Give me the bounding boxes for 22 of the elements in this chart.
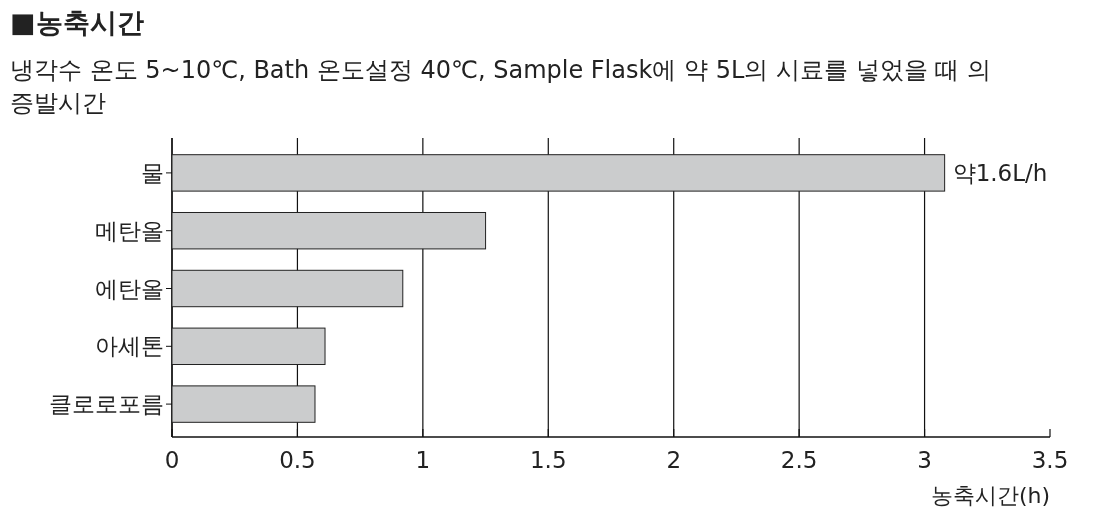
bar — [171, 385, 316, 423]
y-tick-label: 에탄올 — [95, 275, 164, 302]
y-tick-label: 메탄올 — [95, 217, 164, 244]
x-axis-title: 농축시간(h) — [930, 483, 1050, 508]
y-tick-label: 클로로포름 — [49, 391, 164, 418]
y-tick-label: 물 — [141, 159, 164, 186]
annotation: 약1.6L/h — [952, 159, 1048, 186]
x-tick-label: 0.5 — [279, 447, 316, 473]
x-tick-label: 3.5 — [1031, 447, 1069, 473]
chart-title: ■농축시간 — [10, 7, 144, 38]
x-tick-label: 1 — [415, 447, 431, 473]
chart-subtitle: 냉각수 온도 5~10℃, Bath 온도설정 40℃, Sample Flask에 약 5L의 시료를 넣었을 때 의 증발시간 — [10, 56, 991, 117]
bar — [171, 327, 326, 366]
bar — [171, 154, 946, 192]
x-tick-label: 1.5 — [530, 447, 567, 473]
x-tick-label: 3 — [917, 447, 932, 473]
bar — [171, 269, 404, 308]
x-tick-label: 2.5 — [780, 447, 818, 473]
bar — [171, 211, 487, 250]
y-tick-label: 아세톤 — [95, 333, 164, 360]
x-tick-label: 2 — [666, 447, 682, 473]
x-tick-label: 0 — [164, 447, 180, 473]
